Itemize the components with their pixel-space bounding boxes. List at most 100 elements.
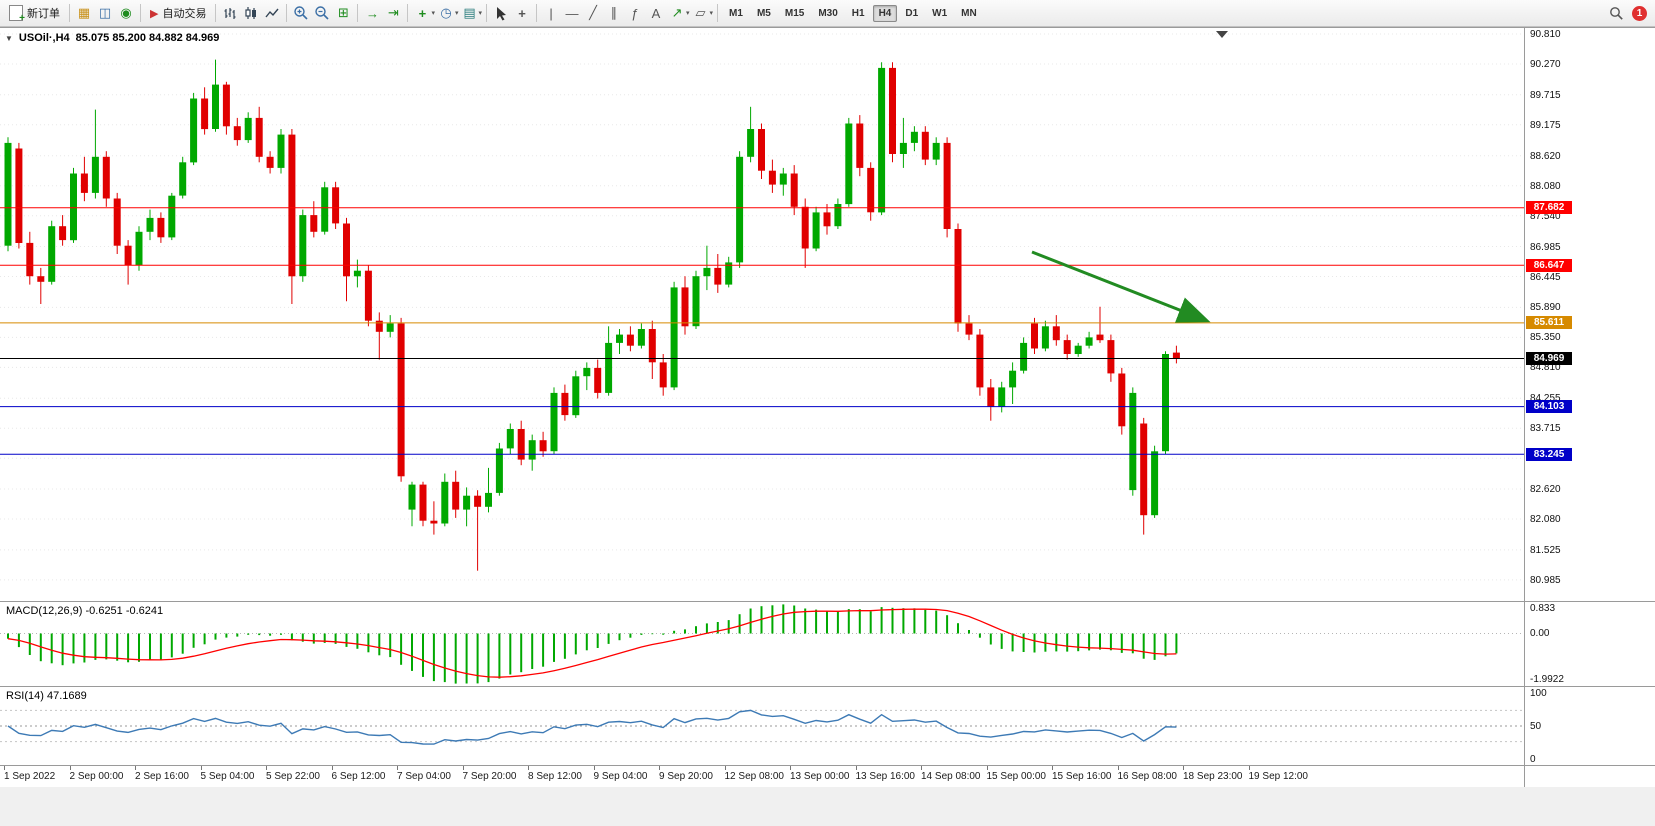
macd-canvas[interactable]	[0, 602, 1524, 686]
text-tool-icon[interactable]: A	[651, 5, 661, 21]
time-axis-label: 7 Sep 04:00	[397, 771, 451, 782]
time-axis-label: 12 Sep 08:00	[724, 771, 785, 782]
time-axis-label: 1 Sep 2022	[4, 771, 56, 782]
timeframe-button-m30[interactable]: M30	[818, 7, 838, 19]
trendline-tool-icon[interactable]: ╱	[589, 5, 597, 20]
time-axis-label: 8 Sep 12:00	[528, 771, 582, 782]
auto-trading-button[interactable]: ▶ 自动交易	[145, 1, 211, 25]
rsi-scale-label: 0	[1530, 754, 1536, 765]
price-line-badge: 83.245	[1526, 447, 1572, 461]
price-scale-label: 82.080	[1530, 514, 1561, 526]
time-axis-label: 15 Sep 00:00	[986, 771, 1047, 782]
arrows-tool-icon[interactable]: ↗	[671, 5, 683, 20]
timeframe-button-d1[interactable]: D1	[905, 7, 919, 19]
time-axis-tick	[331, 766, 333, 770]
fibonacci-tool-icon[interactable]: ƒ	[631, 5, 639, 21]
line-chart-icon[interactable]	[262, 3, 282, 23]
rsi-value: 47.1689	[46, 690, 87, 702]
search-icon[interactable]	[1606, 3, 1626, 23]
time-axis-label: 13 Sep 16:00	[855, 771, 916, 782]
templates-icon[interactable]: ▤	[463, 5, 476, 20]
vertical-line-tool-icon[interactable]: |	[549, 5, 553, 21]
main-chart-canvas[interactable]	[0, 30, 1524, 601]
timeframe-group: M1 M5 M15 M30 H1 H4 D1 W1 MN	[722, 4, 984, 22]
time-axis-tick	[790, 766, 791, 770]
arrows-caret-icon[interactable]: ▾	[686, 10, 690, 17]
macd-splitter[interactable]	[0, 601, 1655, 602]
chart-window: ▼ USOil·,H4 85.075 85.200 84.882 84.969 …	[0, 27, 1655, 787]
time-axis-tick	[724, 766, 726, 770]
time-axis-label: 9 Sep 20:00	[659, 771, 713, 782]
indicators-caret-icon[interactable]: ▾	[431, 10, 435, 17]
toolbar-separator	[407, 4, 409, 22]
time-axis-tick	[528, 766, 529, 770]
chart-shift-icon[interactable]: ⇥	[388, 5, 399, 20]
periods-icon[interactable]: ◷	[440, 5, 452, 20]
cursor-icon[interactable]	[491, 3, 511, 23]
new-chart-icon[interactable]: ▦	[77, 5, 91, 20]
time-axis-label: 5 Sep 04:00	[200, 771, 255, 782]
horizontal-line-tool-icon[interactable]: —	[565, 5, 579, 21]
price-line-badge: 85.611	[1526, 316, 1572, 330]
shapes-tool-icon[interactable]: ▱	[695, 5, 706, 20]
shapes-caret-icon[interactable]: ▾	[709, 10, 714, 17]
time-axis-label: 7 Sep 20:00	[462, 771, 517, 782]
time-axis[interactable]: 1 Sep 2022 2 Sep 00:00 2 Sep 16:00 5 Sep 04…	[0, 766, 1524, 787]
timeframe-button-h1[interactable]: H1	[851, 7, 865, 19]
symbol-dropdown-icon[interactable]: ▼	[5, 33, 13, 43]
notification-badge[interactable]: 1	[1632, 5, 1647, 21]
macd-values: -0.6251 -0.6241	[85, 605, 164, 617]
timeframe-button-m15[interactable]: M15	[784, 7, 805, 19]
channel-tool-icon[interactable]: ∥	[610, 5, 618, 20]
toolbar-separator	[69, 4, 70, 22]
rsi-splitter[interactable]	[0, 686, 1655, 687]
macd-scale-label: 0.833	[1530, 603, 1556, 614]
grid-icon[interactable]: ⊞	[338, 5, 349, 20]
new-order-button[interactable]: 新订单	[4, 1, 65, 25]
rsi-canvas[interactable]	[0, 687, 1524, 765]
time-axis-tick	[1183, 766, 1184, 770]
toolbar-separator	[357, 4, 359, 22]
accounts-icon[interactable]: ◫	[98, 5, 112, 20]
bar-chart-icon[interactable]	[220, 3, 240, 23]
templates-caret-icon[interactable]: ▾	[478, 10, 483, 17]
toolbar: 新订单 ▦ ◫ ◉ ▶ 自动交易 ⊞ → ⇥ + ▾ ◷ ▾ ▤ ▾ + | —…	[0, 0, 1655, 27]
candlestick-chart-icon[interactable]	[241, 3, 261, 23]
price-scale-label: 86.445	[1530, 271, 1561, 283]
crosshair-icon[interactable]: +	[518, 5, 526, 21]
timeframe-button-m5[interactable]: M5	[756, 7, 771, 19]
indicators-icon[interactable]: +	[418, 5, 427, 21]
rsi-name: RSI(14)	[6, 690, 44, 702]
price-line-badge: 84.103	[1526, 400, 1572, 414]
timeframe-button-m1[interactable]: M1	[729, 7, 743, 19]
price-scale-label: 84.810	[1530, 362, 1561, 374]
time-axis-label: 16 Sep 08:00	[1117, 771, 1178, 782]
toolbar-separator	[215, 4, 217, 22]
timeframe-button-h4[interactable]: H4	[872, 4, 898, 22]
toolbar-right-group: 1	[1606, 3, 1651, 23]
periods-caret-icon[interactable]: ▾	[454, 10, 459, 17]
timeframe-button-w1[interactable]: W1	[932, 7, 948, 19]
time-axis-label: 15 Sep 16:00	[1052, 771, 1112, 782]
auto-scroll-icon[interactable]: →	[365, 5, 379, 21]
macd-scale-label: 0.00	[1530, 628, 1550, 640]
zoom-in-icon[interactable]	[291, 3, 311, 23]
zoom-out-icon[interactable]	[312, 3, 332, 23]
time-axis-label: 2 Sep 16:00	[135, 771, 189, 782]
price-scale-label: 83.715	[1530, 423, 1561, 435]
time-axis-tick	[135, 766, 136, 770]
time-axis-tick	[397, 766, 398, 770]
price-scale-label: 84.255	[1530, 393, 1561, 405]
timeframe-button-mn[interactable]: MN	[961, 7, 977, 19]
price-line-badge: 84.969	[1526, 352, 1572, 366]
time-axis-label: 9 Sep 04:00	[593, 771, 648, 782]
community-icon[interactable]: ◉	[120, 5, 132, 20]
chart-ohlc-values: 85.075 85.200 84.882 84.969	[75, 32, 220, 44]
time-axis-label: 5 Sep 22:00	[266, 771, 320, 782]
time-axis-label: 2 Sep 00:00	[69, 771, 124, 782]
price-scale-label: 86.985	[1530, 241, 1561, 253]
auto-trading-label: 自动交易	[162, 8, 207, 20]
toolbar-separator	[286, 4, 288, 22]
time-axis-label: 18 Sep 23:00	[1183, 771, 1243, 782]
chart-symbol-period: USOil·,H4	[18, 32, 70, 44]
